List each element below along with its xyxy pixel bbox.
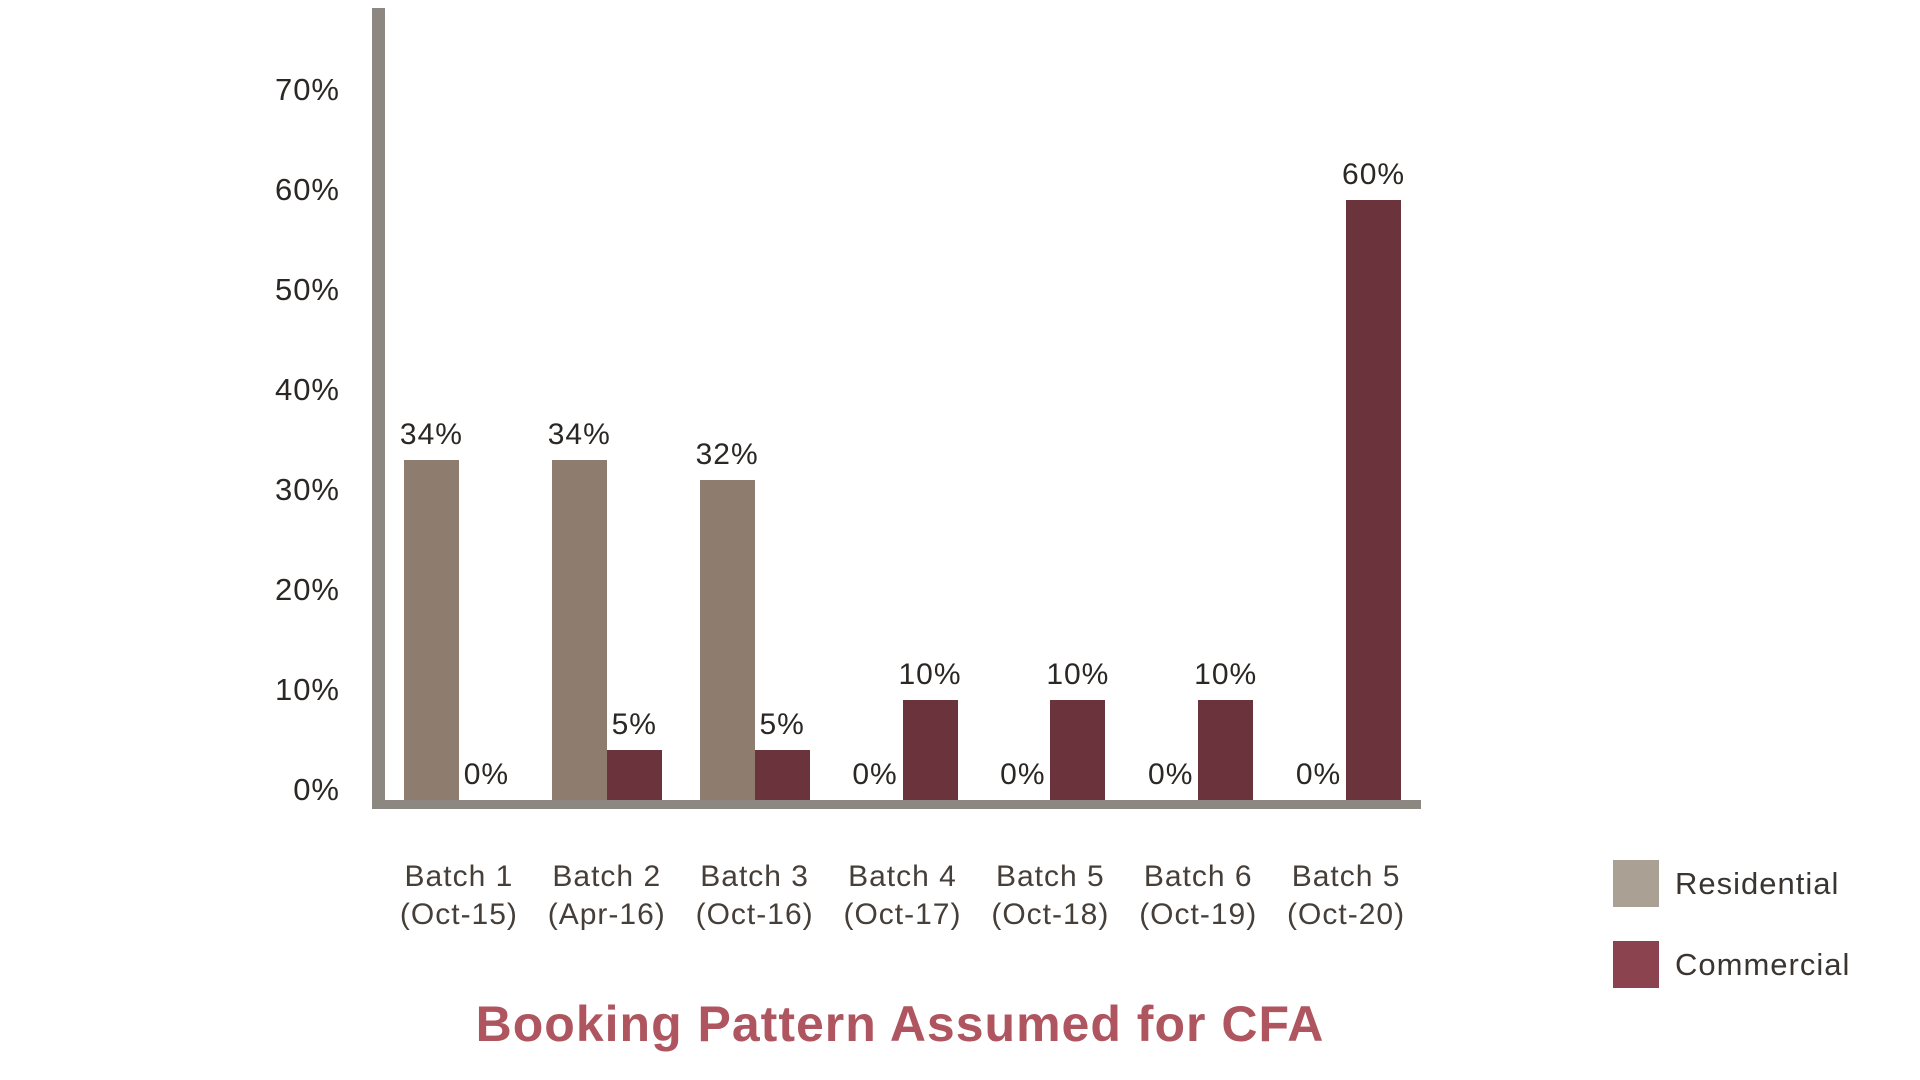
residential-bar-value-label: 34%: [547, 418, 611, 451]
legend: Residential Commercial: [1613, 860, 1913, 1022]
commercial-bar-value-label: 10%: [898, 658, 962, 691]
commercial-bar: [606, 750, 662, 800]
chart-title: Booking Pattern Assumed for CFA: [475, 996, 1325, 1052]
residential-bar-value-label: 0%: [1148, 758, 1194, 791]
x-axis-category-label: Batch 4 (Oct-17): [819, 858, 987, 942]
commercial-bar-value-label: 5%: [611, 708, 657, 741]
commercial-bar: [1198, 700, 1254, 800]
category-name: Batch 3: [700, 860, 809, 893]
y-axis-line: [372, 8, 385, 809]
y-axis-tick: 0%: [293, 772, 340, 807]
commercial-bar: [754, 750, 810, 800]
residential-bar-value-label: 0%: [1295, 758, 1342, 791]
x-axis-category-label: Batch 1 (Oct-15): [375, 858, 543, 942]
legend-item-residential: Residential: [1613, 860, 1913, 908]
x-axis-category-label: Batch 6 (Oct-19): [1114, 858, 1282, 942]
category-name: Batch 6: [1143, 860, 1253, 893]
residential-bar: [699, 480, 755, 800]
commercial-bar-value-label: 10%: [1046, 658, 1110, 691]
category-name: Batch 2: [552, 860, 662, 893]
commercial-bar: [902, 700, 958, 800]
category-date: (Oct-18): [991, 898, 1110, 931]
commercial-bar-value-label: 0%: [463, 758, 510, 791]
residential-bar-value-label: 0%: [852, 758, 898, 791]
y-axis-tick: 30%: [274, 472, 340, 507]
y-axis-tick: 10%: [274, 672, 340, 707]
category-name: Batch 1: [404, 860, 514, 893]
category-name: Batch 5: [995, 860, 1105, 893]
category-date: (Oct-17): [843, 898, 962, 931]
residential-bar-value-label: 34%: [399, 418, 463, 451]
residential-bar: [551, 460, 607, 800]
y-axis-tick: 20%: [274, 572, 340, 607]
category-date: (Apr-16): [547, 898, 666, 931]
residential-legend-swatch: [1613, 860, 1659, 907]
commercial-legend-swatch: [1613, 941, 1659, 988]
legend-item-commercial: Commercial: [1613, 941, 1913, 989]
category-name: Batch 5: [1291, 860, 1401, 893]
plot-area: 34% 0% 34% 5% 32% 5% 0% 10% 0% 10% 0% 10% 0% 60%: [385, 0, 1420, 800]
residential-bar-value-label: 32%: [695, 438, 759, 471]
y-axis-tick: 60%: [274, 172, 340, 207]
commercial-legend-label: Commercial: [1675, 947, 1851, 982]
commercial-bar: [1050, 700, 1106, 800]
category-name: Batch 4: [848, 860, 957, 893]
category-date: (Oct-16): [695, 898, 814, 931]
y-axis-tick: 70%: [274, 72, 340, 107]
x-axis-category-label: Batch 5 (Oct-20): [1262, 858, 1430, 942]
y-axis-tick-labels: 70% 60% 50% 40% 30% 20% 10% 0%: [0, 0, 340, 820]
x-axis-category-label: Batch 3 (Oct-16): [671, 858, 839, 942]
commercial-bar-value-label: 10%: [1194, 658, 1258, 691]
commercial-bar-value-label: 60%: [1342, 158, 1406, 191]
x-axis-category-label: Batch 2 (Apr-16): [523, 858, 691, 942]
y-axis-tick: 50%: [274, 272, 340, 307]
x-axis-line: [372, 800, 1421, 809]
category-date: (Oct-15): [399, 898, 518, 931]
category-date: (Oct-20): [1287, 898, 1406, 931]
x-axis-category-labels: Batch 1 (Oct-15) Batch 2 (Apr-16) Batch 3 (Oc…: [385, 858, 1420, 948]
commercial-bar: [1346, 200, 1402, 800]
commercial-bar-value-label: 5%: [759, 708, 805, 741]
residential-bar-value-label: 0%: [1000, 758, 1046, 791]
x-axis-category-label: Batch 5 (Oct-18): [966, 858, 1134, 942]
category-date: (Oct-19): [1139, 898, 1258, 931]
residential-legend-label: Residential: [1675, 866, 1840, 901]
residential-bar: [403, 460, 459, 800]
y-axis-tick: 40%: [274, 372, 340, 407]
